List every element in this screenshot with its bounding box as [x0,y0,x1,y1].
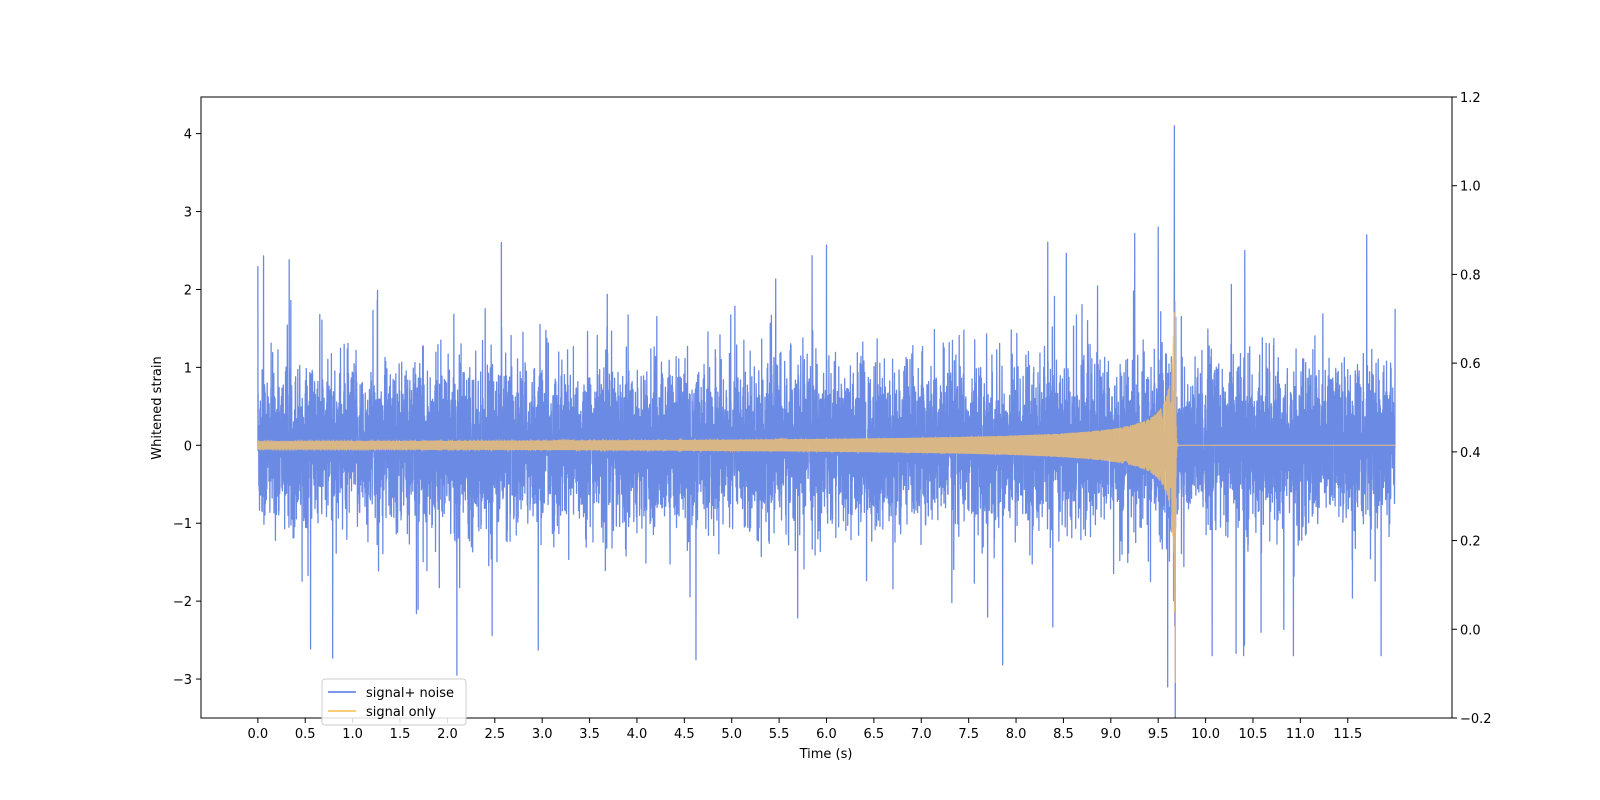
y2-axis-right: −0.2 0.0 0.2 0.4 0.6 0.8 1.0 1.2 [1452,91,1492,727]
y-tick-label: −1 [173,517,192,532]
line-signal-only [257,301,1396,683]
x-tick-label: 6.0 [816,727,837,742]
y-axis: −3 −2 −1 0 1 2 3 4 [173,128,201,688]
y-tick-label: 3 [184,206,192,221]
x-tick-label: 3.0 [532,727,553,742]
x-tick-label: 6.5 [864,727,885,742]
legend-label-signal-plus-noise: signal+ noise [366,686,454,701]
y2-tick-label: 0.8 [1460,268,1481,283]
x-tick-label: 11.5 [1333,727,1362,742]
line-signal-plus-noise [257,125,1396,718]
x-tick-label: 11.0 [1286,727,1315,742]
x-tick-label: 0.5 [295,727,316,742]
y-tick-label: −2 [173,595,192,610]
x-tick-label: 0.0 [248,727,269,742]
x-tick-label: 4.5 [674,727,695,742]
y-tick-label: 1 [184,361,192,376]
x-tick-label: 9.0 [1100,727,1121,742]
x-tick-label: 1.0 [342,727,363,742]
y2-tick-label: −0.2 [1460,712,1492,727]
y-tick-label: 0 [184,439,192,454]
series-signal-plus-noise [257,125,1396,718]
y2-tick-label: 1.2 [1460,91,1481,106]
y-tick-label: 2 [184,283,192,298]
x-tick-label: 10.0 [1191,727,1220,742]
y2-tick-label: 0.0 [1460,623,1481,638]
y2-tick-label: 0.2 [1460,535,1481,550]
y2-tick-label: 1.0 [1460,180,1481,195]
plot-area [257,125,1396,718]
x-tick-label: 2.5 [484,727,505,742]
x-tick-label: 8.0 [1006,727,1027,742]
series-signal-only [257,301,1396,683]
legend-box [321,678,467,726]
x-axis-title: Time (s) [799,747,853,762]
x-tick-label: 9.5 [1148,727,1169,742]
y-tick-label: −3 [173,673,192,688]
x-tick-label: 8.5 [1053,727,1074,742]
x-tick-label: 10.5 [1239,727,1268,742]
x-tick-label: 3.5 [579,727,600,742]
x-tick-label: 7.0 [911,727,932,742]
legend: signal+ noise signal only [321,678,467,726]
legend-label-signal-only: signal only [366,705,436,720]
x-tick-label: 5.5 [769,727,790,742]
x-axis: 0.0 0.5 1.0 1.5 2.0 2.5 3.0 3.5 4.0 4.5 5.0 5.5 6.0 6… [248,718,1362,742]
x-tick-label: 5.0 [721,727,742,742]
y2-tick-label: 0.6 [1460,357,1481,372]
x-tick-label: 4.0 [627,727,648,742]
x-tick-label: 7.5 [958,727,979,742]
y-axis-title: Whitened strain [150,356,165,459]
x-tick-label: 2.0 [437,727,458,742]
y2-tick-label: 0.4 [1460,446,1481,461]
x-tick-label: 1.5 [390,727,411,742]
y-tick-label: 4 [184,128,192,143]
